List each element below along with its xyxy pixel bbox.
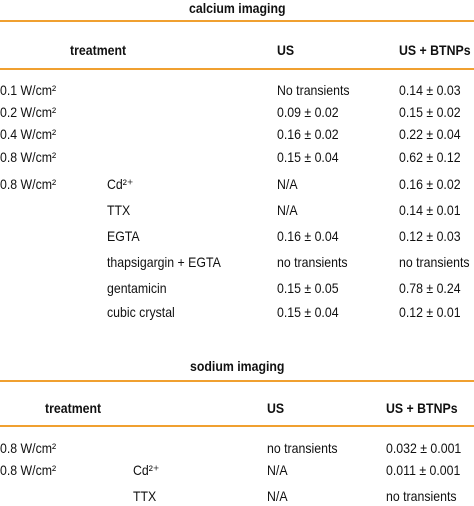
cell: No transients [277, 82, 350, 98]
cell: 0.011 ± 0.001 [386, 462, 461, 478]
cell: 0.62 ± 0.12 [399, 149, 461, 165]
cell: Cd²⁺ [133, 462, 160, 478]
column-header: treatment [70, 42, 127, 58]
rule [0, 68, 474, 70]
rule [0, 380, 474, 382]
cell: 0.4 W/cm² [0, 126, 57, 142]
cell: 0.14 ± 0.03 [399, 82, 461, 98]
cell: 0.8 W/cm² [0, 176, 57, 192]
cell: 0.16 ± 0.04 [277, 228, 339, 244]
cell: 0.09 ± 0.02 [277, 104, 339, 120]
rule [0, 425, 474, 427]
cell: 0.15 ± 0.04 [277, 149, 339, 165]
column-header: US + BTNPs [386, 400, 458, 416]
cell: N/A [267, 462, 288, 478]
cell: 0.12 ± 0.01 [399, 304, 461, 320]
cell: 0.22 ± 0.04 [399, 126, 461, 142]
cell: N/A [267, 488, 288, 504]
cell: no transients [386, 488, 457, 504]
column-header: US + BTNPs [399, 42, 471, 58]
cell: N/A [277, 176, 298, 192]
cell: 0.78 ± 0.24 [399, 280, 461, 296]
cell: gentamicin [107, 280, 167, 296]
cell: 0.032 ± 0.001 [386, 440, 462, 456]
cell: 0.1 W/cm² [0, 82, 57, 98]
section-title: calcium imaging [188, 0, 286, 16]
cell: 0.8 W/cm² [0, 149, 57, 165]
column-header: treatment [45, 400, 102, 416]
cell: TTX [107, 202, 131, 218]
cell: no transients [277, 254, 348, 270]
cell: no transients [267, 440, 338, 456]
rule [0, 20, 474, 22]
section-title: sodium imaging [189, 358, 285, 374]
cell: 0.15 ± 0.04 [277, 304, 339, 320]
cell: N/A [277, 202, 298, 218]
cell: 0.16 ± 0.02 [277, 126, 339, 142]
cell: Cd²⁺ [107, 176, 134, 192]
cell: 0.12 ± 0.03 [399, 228, 461, 244]
cell: thapsigargin + EGTA [107, 254, 221, 270]
cell: cubic crystal [107, 304, 175, 320]
cell: 0.15 ± 0.02 [399, 104, 461, 120]
cell: EGTA [107, 228, 140, 244]
cell: 0.2 W/cm² [0, 104, 57, 120]
column-header: US [267, 400, 285, 416]
cell: 0.14 ± 0.01 [399, 202, 461, 218]
cell: 0.15 ± 0.05 [277, 280, 339, 296]
cell: 0.8 W/cm² [0, 462, 57, 478]
column-header: US [277, 42, 295, 58]
cell: 0.16 ± 0.02 [399, 176, 461, 192]
cell: 0.8 W/cm² [0, 440, 57, 456]
cell: TTX [133, 488, 157, 504]
cell: no transients [399, 254, 470, 270]
